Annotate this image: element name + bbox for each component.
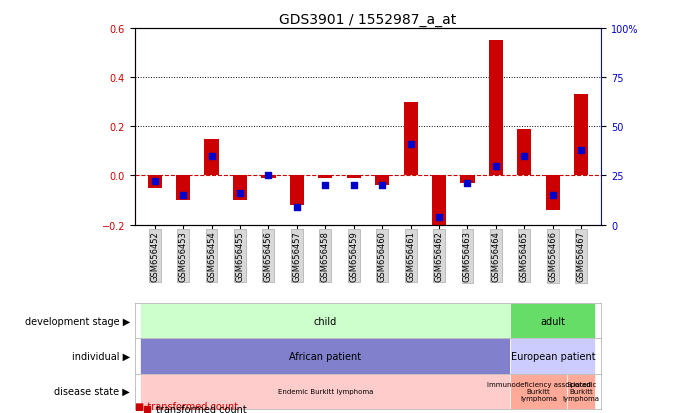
Legend: transformed count, percentile rank within the sample: transformed count, percentile rank withi… xyxy=(140,400,325,413)
Title: GDS3901 / 1552987_a_at: GDS3901 / 1552987_a_at xyxy=(279,12,457,26)
Bar xyxy=(233,176,247,201)
Point xyxy=(206,153,217,160)
Bar xyxy=(347,176,361,178)
Bar xyxy=(432,176,446,237)
Point xyxy=(519,153,530,160)
Bar xyxy=(510,304,596,339)
Bar xyxy=(148,176,162,188)
Bar xyxy=(140,304,510,339)
Bar xyxy=(318,176,332,178)
Text: individual ▶: individual ▶ xyxy=(72,351,130,361)
Bar xyxy=(460,176,475,183)
Text: child: child xyxy=(314,316,337,326)
Bar xyxy=(176,176,190,201)
Text: Immunodeficiency associated
Burkitt
lymphoma: Immunodeficiency associated Burkitt lymp… xyxy=(486,381,591,401)
Bar xyxy=(404,102,418,176)
Text: Endemic Burkitt lymphoma: Endemic Burkitt lymphoma xyxy=(278,388,373,394)
Text: African patient: African patient xyxy=(290,351,361,361)
Bar xyxy=(140,339,510,374)
Bar xyxy=(261,176,276,178)
Point xyxy=(547,192,558,199)
Bar xyxy=(546,176,560,210)
Bar xyxy=(290,176,304,205)
Text: disease state ▶: disease state ▶ xyxy=(55,386,130,396)
Text: Sporadic
Burkitt
lymphoma: Sporadic Burkitt lymphoma xyxy=(562,381,600,401)
Bar xyxy=(567,374,596,409)
Point xyxy=(178,192,189,199)
Bar xyxy=(375,176,389,186)
Point xyxy=(149,178,160,185)
Bar xyxy=(489,41,503,176)
Text: ■ transformed count: ■ transformed count xyxy=(135,401,238,411)
Point xyxy=(292,204,303,211)
Point xyxy=(576,147,587,154)
Text: adult: adult xyxy=(540,316,565,326)
Bar xyxy=(518,129,531,176)
Point xyxy=(462,180,473,187)
Bar xyxy=(140,374,510,409)
Point xyxy=(234,190,245,197)
Point xyxy=(491,163,502,169)
Point xyxy=(263,173,274,179)
Point xyxy=(433,214,444,221)
Text: development stage ▶: development stage ▶ xyxy=(25,316,130,326)
Point xyxy=(320,183,331,189)
Point xyxy=(405,141,416,148)
Bar xyxy=(574,95,588,176)
Bar xyxy=(205,139,218,176)
Text: European patient: European patient xyxy=(511,351,595,361)
Bar xyxy=(510,339,596,374)
Point xyxy=(348,183,359,189)
Point xyxy=(377,183,388,189)
Bar xyxy=(510,374,567,409)
